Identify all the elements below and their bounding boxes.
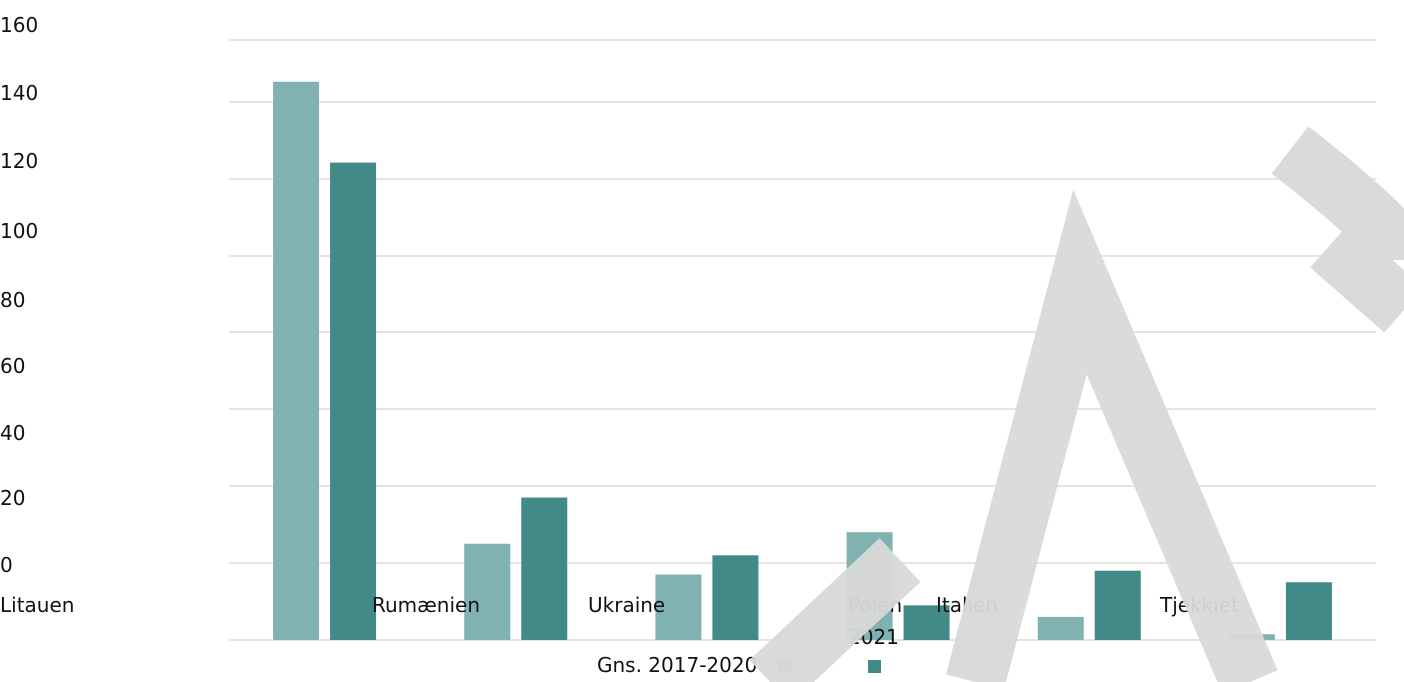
watermark-stroke — [945, 189, 1278, 682]
bar-avg — [464, 543, 511, 640]
legend-swatch-2021 — [868, 660, 881, 673]
cropped-title-fragment — [0, 0, 700, 4]
bar-2021 — [330, 162, 377, 640]
bar-2021 — [712, 555, 759, 640]
y-tick-label: 80 — [0, 288, 25, 312]
y-axis-ticks: 0 20 40 60 80 100 120 140 160 — [0, 13, 38, 577]
y-tick-label: 120 — [0, 149, 38, 173]
category-labels: Litauen Rumænien Ukraine Polen Italien Tjekki… — [0, 593, 1239, 617]
category-label: Rumænien — [372, 593, 480, 617]
watermark-stroke — [749, 538, 921, 682]
y-tick-label: 20 — [0, 486, 25, 510]
y-tick-label: 40 — [0, 421, 25, 445]
bar-avg — [1037, 616, 1084, 640]
y-tick-label: 0 — [0, 553, 13, 577]
watermark — [749, 126, 1404, 682]
y-tick-label: 140 — [0, 81, 38, 105]
y-tick-label: 60 — [0, 354, 25, 378]
bar-2021 — [1285, 582, 1332, 640]
y-tick-label: 100 — [0, 219, 38, 243]
y-tick-label: 160 — [0, 13, 38, 37]
category-label: Litauen — [0, 593, 74, 617]
watermark-stroke — [1271, 126, 1404, 270]
bar-avg — [655, 574, 702, 640]
legend-label-avg: Gns. 2017-2020 — [597, 653, 757, 677]
watermark-stroke — [1310, 222, 1404, 333]
category-label: Ukraine — [588, 593, 665, 617]
bar-2021 — [903, 605, 950, 640]
bar-2021 — [521, 497, 568, 640]
bar-avg — [273, 81, 320, 640]
bar-2021 — [1094, 570, 1141, 640]
